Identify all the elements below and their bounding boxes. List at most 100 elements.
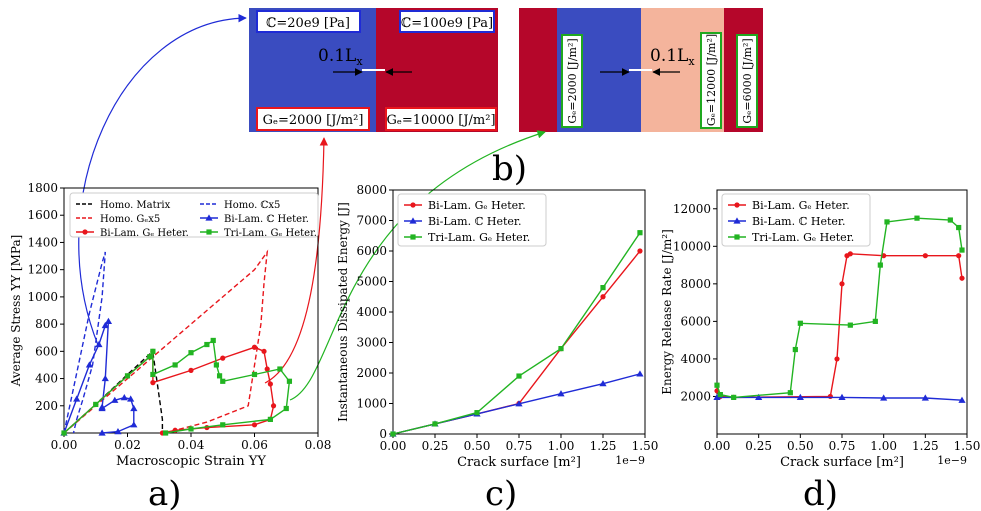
series	[390, 230, 643, 437]
y-tick-label: 6000	[356, 244, 387, 258]
y-tick-label: 0	[379, 427, 387, 441]
data-point	[95, 340, 103, 348]
y-tick-label: 800	[35, 317, 58, 331]
data-point	[251, 422, 258, 428]
series-line	[716, 253, 963, 399]
data-point	[959, 247, 965, 253]
legend-marker	[206, 229, 212, 235]
y-tick-label: 1000	[356, 397, 387, 411]
x-multiplier: 1e−9	[937, 454, 967, 467]
data-point	[792, 346, 798, 353]
legend-label: Homo. ℂx5	[224, 200, 280, 211]
legend-label: Bi-Lam. Gₑ Heter.	[100, 228, 189, 239]
data-point	[599, 380, 607, 387]
data-point	[264, 366, 270, 372]
data-point	[150, 380, 156, 386]
data-point	[220, 378, 226, 384]
series-line	[716, 217, 963, 399]
data-point	[847, 322, 853, 328]
data-point	[267, 416, 273, 422]
y-tick-label: 2000	[680, 389, 711, 403]
data-point	[959, 275, 965, 281]
y-tick-label: 1600	[27, 208, 58, 222]
data-point	[796, 393, 804, 400]
legend-box	[721, 193, 871, 247]
data-point	[432, 421, 438, 427]
y-tick-label: 8000	[680, 277, 711, 291]
legend-label: Tri-Lam. Gₑ Heter.	[428, 231, 530, 244]
legend-marker	[734, 202, 740, 208]
y-tick-label: 1800	[27, 181, 58, 195]
trilaminate-gc-salmon-label: Gₑ=12000 [J/m²]	[705, 34, 718, 126]
data-point	[880, 394, 888, 401]
y-tick-label: 4000	[356, 305, 387, 319]
x-tick-label: 0.00	[51, 438, 78, 452]
x-tick-label: 0.06	[241, 438, 268, 452]
data-point	[557, 390, 565, 397]
trilaminate-red-layer-left	[519, 8, 557, 132]
legend-label: Homo. Matrix	[100, 200, 171, 211]
data-point	[147, 354, 153, 360]
x-tick-label: 1.50	[954, 439, 981, 453]
data-point	[163, 430, 169, 436]
data-point	[838, 393, 846, 400]
data-point	[637, 230, 643, 236]
data-point	[210, 337, 216, 344]
data-point	[172, 362, 178, 368]
data-point	[188, 426, 194, 432]
y-axis-label: Average Stress YY [MPa]	[9, 235, 23, 388]
data-point	[188, 367, 194, 373]
data-point	[98, 404, 106, 412]
panel-label-a: a)	[148, 474, 182, 511]
data-point	[731, 394, 737, 400]
arrow-green-to-trilaminate	[289, 130, 546, 401]
data-point	[267, 381, 273, 387]
data-point	[150, 371, 156, 378]
data-point	[921, 394, 929, 401]
x-tick-label: 0.02	[114, 438, 141, 452]
arrow-blue-to-bilaminate	[78, 13, 247, 346]
panel-label-b: b)	[492, 149, 527, 189]
legend-marker	[205, 214, 213, 221]
data-point	[390, 431, 396, 437]
left-gc-label: Gₑ=2000 [J/m²]	[263, 113, 364, 128]
legend-label: Homo. Gₑx5	[100, 214, 160, 225]
y-tick-label: 1400	[27, 235, 58, 249]
y-tick-label: 5000	[356, 275, 387, 289]
series	[390, 248, 643, 437]
y-tick-label: 8000	[356, 183, 387, 197]
y-axis-label: Instantaneous Dissipated Energy [J]	[336, 202, 350, 422]
data-point	[127, 395, 135, 402]
data-point	[73, 395, 81, 402]
x-tick-label: 0.04	[178, 438, 205, 452]
data-point	[85, 361, 93, 368]
x-tick-label: 1.00	[548, 439, 575, 453]
legend-label: Bi-Lam. ℂ Heter.	[752, 215, 845, 228]
data-point	[834, 356, 840, 362]
series-line	[63, 319, 135, 434]
chart-a: 0.00 0.02 0.04 0.06 0.08 200 400 600 800 1000 1200…	[9, 181, 331, 469]
left-stiffness-label: ℂ=20e9 [Pa]	[266, 16, 350, 31]
x-tick-label: 0.50	[464, 439, 491, 453]
data-point	[270, 403, 277, 409]
data-point	[872, 318, 878, 324]
trilaminate-crack-length: 0.1Lx	[650, 46, 695, 68]
data-point	[188, 350, 194, 356]
series	[60, 317, 138, 436]
x-tick-label: 1.25	[590, 439, 617, 453]
data-point	[827, 393, 833, 400]
bilaminate-diagram: ℂ=20e9 [Pa] ℂ=100e9 [Pa] Gₑ=2000 [J/m²] …	[249, 8, 498, 132]
data-point	[93, 401, 99, 408]
right-stiffness-label: ℂ=100e9 [Pa]	[401, 16, 493, 31]
data-point	[713, 393, 721, 400]
legend-label: Bi-Lam. ℂ Heter.	[224, 214, 309, 225]
x-axis-label: Crack surface [m²]	[457, 455, 581, 470]
right-gc-box	[385, 107, 497, 131]
y-tick-label: 1200	[27, 263, 58, 277]
series-line	[63, 339, 291, 434]
data-point	[111, 396, 119, 403]
data-point	[717, 391, 723, 398]
x-tick-label: 0.25	[422, 439, 449, 453]
legend: Bi-Lam. Gₑ Heter. Bi-Lam. ℂ Heter. Tri-Lam…	[397, 193, 547, 247]
data-point	[847, 251, 853, 257]
